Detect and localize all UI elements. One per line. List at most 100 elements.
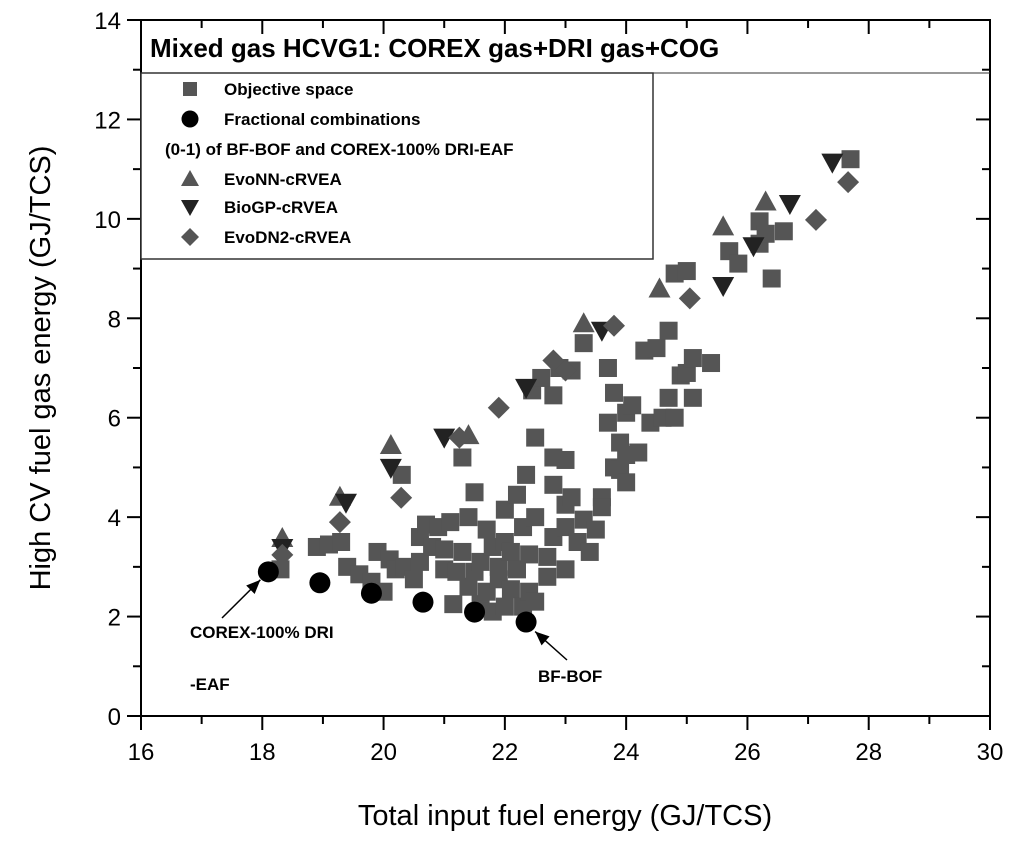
y-tick-label: 2 [108,605,121,632]
triangle-up-marker [648,277,671,298]
x-tick-label: 24 [613,739,640,766]
legend-item: (0-1) of BF-BOF and COREX-100% DRI-EAF [165,140,514,159]
triangle-down-marker [778,194,801,215]
data-points [257,150,860,633]
square-marker [520,545,539,564]
series-diamond [271,171,860,566]
square-marker [526,592,545,611]
x-axis-title: Total input fuel energy (GJ/TCS) [358,800,772,832]
legend-label: (0-1) of BF-BOF and COREX-100% DRI-EAF [165,140,514,159]
annotation-corex-eaf: -EAF [190,675,230,694]
x-tick-label: 26 [734,739,761,766]
y-tick-label: 14 [94,8,121,35]
x-tick-label: 16 [128,739,155,766]
diamond-marker [804,208,827,231]
square-marker [507,560,526,579]
legend-item: Objective space [183,80,353,99]
square-marker [629,443,648,462]
legend-label: BioGP-cRVEA [224,198,338,217]
chart-title: Mixed gas HCVG1: COREX gas+DRI gas+COG [150,33,719,63]
series-triangle-down [271,153,844,559]
square-marker [471,552,490,571]
square-marker [507,485,526,504]
square-marker [465,483,484,502]
diamond-marker [554,359,577,382]
triangle-up-marker [181,170,199,186]
circle-marker [412,591,434,613]
square-marker [544,475,563,494]
triangle-down-marker [433,428,456,449]
square-marker [659,388,678,407]
circle-marker [464,601,486,623]
square-marker [453,542,472,561]
square-marker [556,560,575,579]
square-marker [453,448,472,467]
square-marker [702,354,721,373]
annotations: COREX-100% DRI -EAF BF-BOF [190,579,602,694]
square-marker [841,150,860,169]
diamond-marker [542,349,565,372]
legend-label: Objective space [224,80,353,99]
triangle-down-marker [181,200,199,216]
square-marker [183,82,197,96]
square-marker [435,540,454,559]
legend-label: Fractional combinations [224,110,420,129]
legend-box [140,72,654,260]
diamond-marker [390,486,413,509]
y-tick-label: 8 [108,306,121,333]
square-marker [538,567,557,586]
square-marker [605,383,624,402]
title-area: Mixed gas HCVG1: COREX gas+DRI gas+COG [141,33,990,74]
square-marker [517,465,536,484]
y-tick-label: 10 [94,207,121,234]
circle-marker [309,572,331,594]
circle-marker [181,110,199,128]
square-marker [774,222,793,241]
square-marker [592,498,611,517]
legend-item: EvoNN-cRVEA [181,170,342,189]
y-tick-label: 12 [94,107,121,134]
diamond-marker [487,396,510,419]
triangle-up-marker [572,312,595,333]
square-marker [677,262,696,281]
square-marker [532,368,551,387]
square-marker [598,413,617,432]
circle-marker [257,561,279,583]
square-marker [586,520,605,539]
square-marker [562,488,581,507]
square-marker [556,450,575,469]
annotation-bf-bof: BF-BOF [538,667,602,686]
square-marker [501,542,520,561]
triangle-down-marker [379,458,402,479]
arrow-bf-bof-head [535,631,550,646]
x-tick-label: 28 [855,739,882,766]
triangle-down-marker [712,276,735,297]
square-marker [501,580,520,599]
square-marker [623,396,642,415]
square-marker [580,542,599,561]
legend-label: EvoDN2-cRVEA [224,228,351,247]
square-marker [647,339,666,358]
x-tick-label: 20 [370,739,397,766]
square-marker [729,254,748,273]
square-marker [477,520,496,539]
circle-marker [360,582,382,604]
x-tick-label: 22 [492,739,519,766]
legend-item: BioGP-cRVEA [181,198,338,217]
y-tick-label: 6 [108,406,121,433]
diamond-marker [837,171,860,194]
square-marker [574,334,593,353]
series-circle [257,561,537,633]
square-marker [459,508,478,527]
triangle-up-marker [754,190,777,211]
square-marker [617,473,636,492]
triangle-up-marker [712,215,735,236]
square-marker [447,562,466,581]
square-marker [544,386,563,405]
diamond-marker [181,228,199,246]
square-marker [683,349,702,368]
square-marker [332,533,351,551]
x-tick-label: 30 [977,739,1004,766]
